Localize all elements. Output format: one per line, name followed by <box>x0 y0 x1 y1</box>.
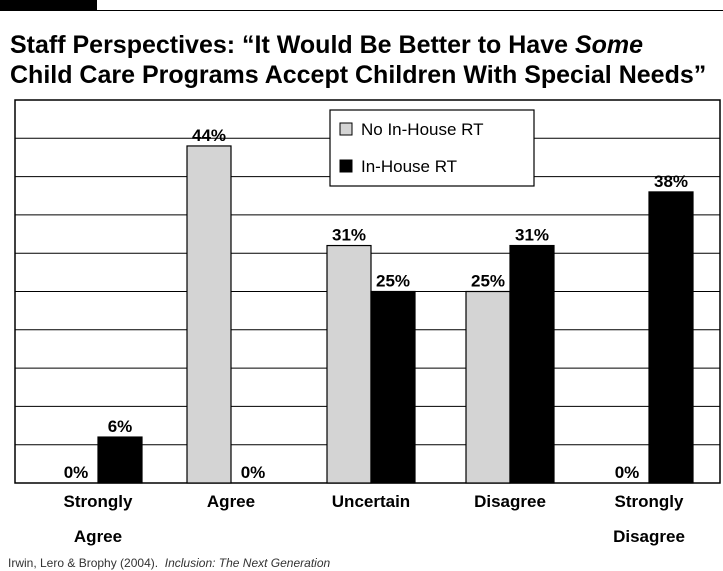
source-citation: Irwin, Lero & Brophy (2004). Inclusion: … <box>8 556 330 570</box>
data-label: 0% <box>241 463 266 482</box>
data-label: 38% <box>654 172 688 191</box>
chart-title: Staff Perspectives: “It Would Be Better … <box>10 30 720 90</box>
legend-label: In-House RT <box>361 157 457 176</box>
data-label: 44% <box>192 126 226 145</box>
bar <box>326 244 372 484</box>
data-label: 31% <box>332 226 366 245</box>
category-label: Strongly <box>64 492 133 511</box>
title-line1-prefix: Staff Perspectives: “It Would Be Better … <box>10 31 575 59</box>
data-label: 31% <box>515 226 549 245</box>
corner-tab <box>0 0 97 11</box>
category-label: Uncertain <box>332 492 410 511</box>
legend-box <box>329 109 535 187</box>
bar <box>648 191 694 484</box>
data-label: 25% <box>471 272 505 291</box>
data-label: 0% <box>615 463 640 482</box>
bar <box>186 145 232 484</box>
top-rule <box>0 10 723 11</box>
category-label: Strongly <box>615 492 684 511</box>
legend-label: No In-House RT <box>361 120 484 139</box>
category-label: Disagree <box>613 527 685 546</box>
bar-chart: 0% 44% 31% 25% 0% 6% 0% 25% 31% 38% Strongly Agree A… <box>14 99 721 546</box>
title-line1-emphasis: Some <box>574 31 644 59</box>
source-authors: Irwin, Lero & Brophy (2004). <box>8 556 159 570</box>
data-label: 6% <box>108 417 133 436</box>
category-label: Agree <box>207 492 255 511</box>
bar <box>465 290 511 484</box>
category-label: Agree <box>74 527 122 546</box>
data-label: 0% <box>64 463 89 482</box>
title-line2: Child Care Programs Accept Children With… <box>10 61 707 89</box>
bar <box>97 436 143 484</box>
bar <box>509 244 555 484</box>
bar <box>370 290 416 484</box>
category-label: Disagree <box>474 492 546 511</box>
source-work: Inclusion: The Next Generation <box>164 556 331 570</box>
legend-swatch <box>339 122 353 136</box>
legend-swatch <box>339 159 353 173</box>
data-label: 25% <box>376 272 410 291</box>
